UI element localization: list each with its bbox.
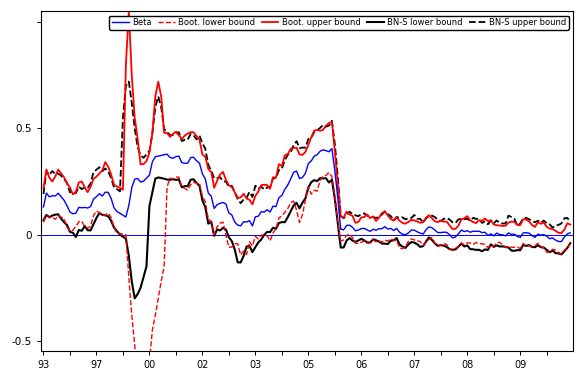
Legend: Beta, Boot. lower bound, Boot. upper bound, BN-S lower bound, BN-S upper bound: Beta, Boot. lower bound, Boot. upper bou… <box>109 16 569 30</box>
Boot. lower bound <box>555 250 562 255</box>
Boot. upper bound <box>152 94 159 99</box>
Boot. lower bound <box>567 241 574 246</box>
BN-S upper bound <box>102 166 109 171</box>
BN-S lower bound <box>49 213 56 218</box>
Line: Beta: Beta <box>43 149 570 241</box>
BN-S upper bound <box>152 105 159 109</box>
Boot. upper bound <box>102 160 109 164</box>
BN-S upper bound <box>567 219 574 224</box>
Boot. lower bound <box>49 215 56 220</box>
Beta <box>558 239 565 244</box>
Boot. upper bound <box>567 222 574 227</box>
Boot. lower bound <box>40 220 47 225</box>
Line: Boot. upper bound: Boot. upper bound <box>43 11 570 233</box>
Boot. upper bound <box>552 228 559 233</box>
BN-S upper bound <box>49 169 56 173</box>
Boot. upper bound <box>125 9 132 14</box>
BN-S lower bound <box>567 241 574 246</box>
Beta <box>240 219 247 224</box>
BN-S upper bound <box>125 79 132 84</box>
BN-S lower bound <box>102 213 109 218</box>
BN-S lower bound <box>40 218 47 223</box>
Boot. lower bound <box>243 253 250 257</box>
BN-S lower bound <box>155 175 162 180</box>
Boot. upper bound <box>243 196 250 201</box>
BN-S lower bound <box>131 296 138 301</box>
Beta <box>567 231 574 235</box>
Boot. upper bound <box>40 186 47 190</box>
Boot. upper bound <box>49 179 56 184</box>
Beta <box>328 146 335 151</box>
Line: Boot. lower bound: Boot. lower bound <box>43 173 570 382</box>
BN-S lower bound <box>555 251 562 256</box>
Beta <box>552 238 559 243</box>
BN-S upper bound <box>555 223 562 227</box>
BN-S upper bound <box>243 196 250 200</box>
Beta <box>511 232 518 236</box>
Line: BN-S lower bound: BN-S lower bound <box>43 178 570 298</box>
Boot. lower bound <box>514 245 521 249</box>
Boot. lower bound <box>325 170 332 175</box>
BN-S upper bound <box>40 192 47 196</box>
BN-S lower bound <box>246 244 253 248</box>
BN-S upper bound <box>511 216 518 221</box>
Beta <box>49 194 56 198</box>
Line: BN-S upper bound: BN-S upper bound <box>43 82 570 228</box>
Beta <box>40 205 47 209</box>
Beta <box>102 190 109 194</box>
Boot. lower bound <box>152 313 159 317</box>
Boot. lower bound <box>102 213 109 217</box>
Boot. upper bound <box>511 220 518 224</box>
Beta <box>149 160 156 164</box>
BN-S lower bound <box>514 248 521 253</box>
BN-S lower bound <box>152 176 159 181</box>
Boot. upper bound <box>558 231 565 235</box>
BN-S upper bound <box>549 225 556 230</box>
